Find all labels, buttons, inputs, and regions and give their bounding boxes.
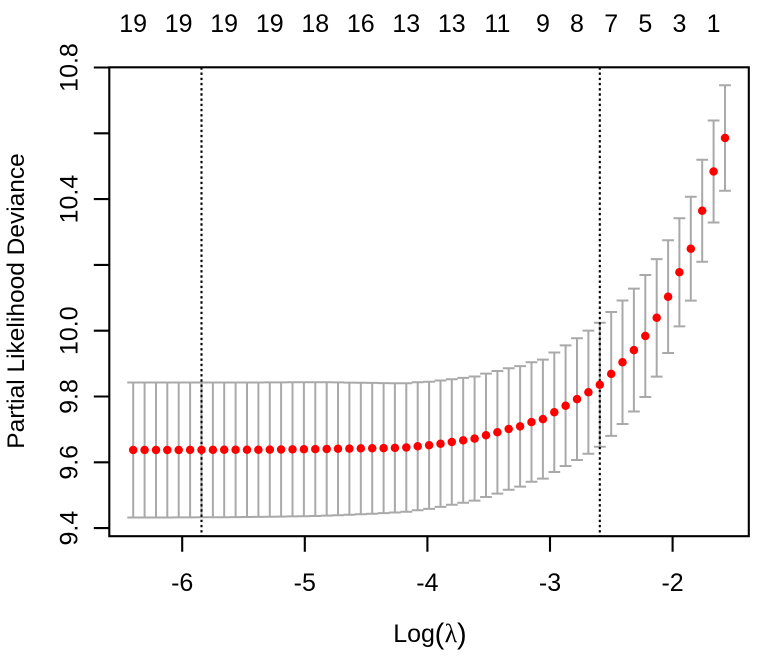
svg-text:-2: -2 bbox=[661, 569, 683, 597]
svg-text:-5: -5 bbox=[294, 569, 316, 597]
svg-text:5: 5 bbox=[638, 10, 652, 38]
svg-text:1: 1 bbox=[707, 10, 721, 38]
svg-text:9.4: 9.4 bbox=[55, 511, 83, 546]
svg-text:λ: λ bbox=[445, 619, 458, 648]
svg-text:19: 19 bbox=[210, 10, 238, 38]
svg-text:10.8: 10.8 bbox=[55, 43, 83, 92]
svg-text:7: 7 bbox=[604, 10, 618, 38]
svg-text:11: 11 bbox=[484, 10, 510, 38]
svg-text:10.4: 10.4 bbox=[55, 175, 83, 224]
svg-text:8: 8 bbox=[570, 10, 584, 38]
svg-text:19: 19 bbox=[119, 10, 147, 38]
svg-text:9.6: 9.6 bbox=[55, 445, 83, 480]
svg-text:-6: -6 bbox=[171, 569, 193, 597]
svg-text:-4: -4 bbox=[416, 569, 438, 597]
svg-text:19: 19 bbox=[256, 10, 284, 38]
svg-text:9.8: 9.8 bbox=[55, 379, 83, 414]
svg-text:Partial Likelihood Deviance: Partial Likelihood Deviance bbox=[3, 153, 30, 449]
svg-text:19: 19 bbox=[165, 10, 193, 38]
svg-text:13: 13 bbox=[438, 10, 466, 38]
svg-text:): ) bbox=[457, 619, 467, 651]
svg-text:3: 3 bbox=[672, 10, 686, 38]
svg-text:18: 18 bbox=[301, 10, 329, 38]
svg-text:13: 13 bbox=[392, 10, 420, 38]
svg-text:(: ( bbox=[435, 619, 445, 651]
svg-text:Log: Log bbox=[393, 620, 435, 648]
svg-text:-3: -3 bbox=[539, 569, 561, 597]
svg-text:10.0: 10.0 bbox=[55, 306, 83, 355]
svg-text:9: 9 bbox=[536, 10, 550, 38]
svg-text:16: 16 bbox=[347, 10, 375, 38]
